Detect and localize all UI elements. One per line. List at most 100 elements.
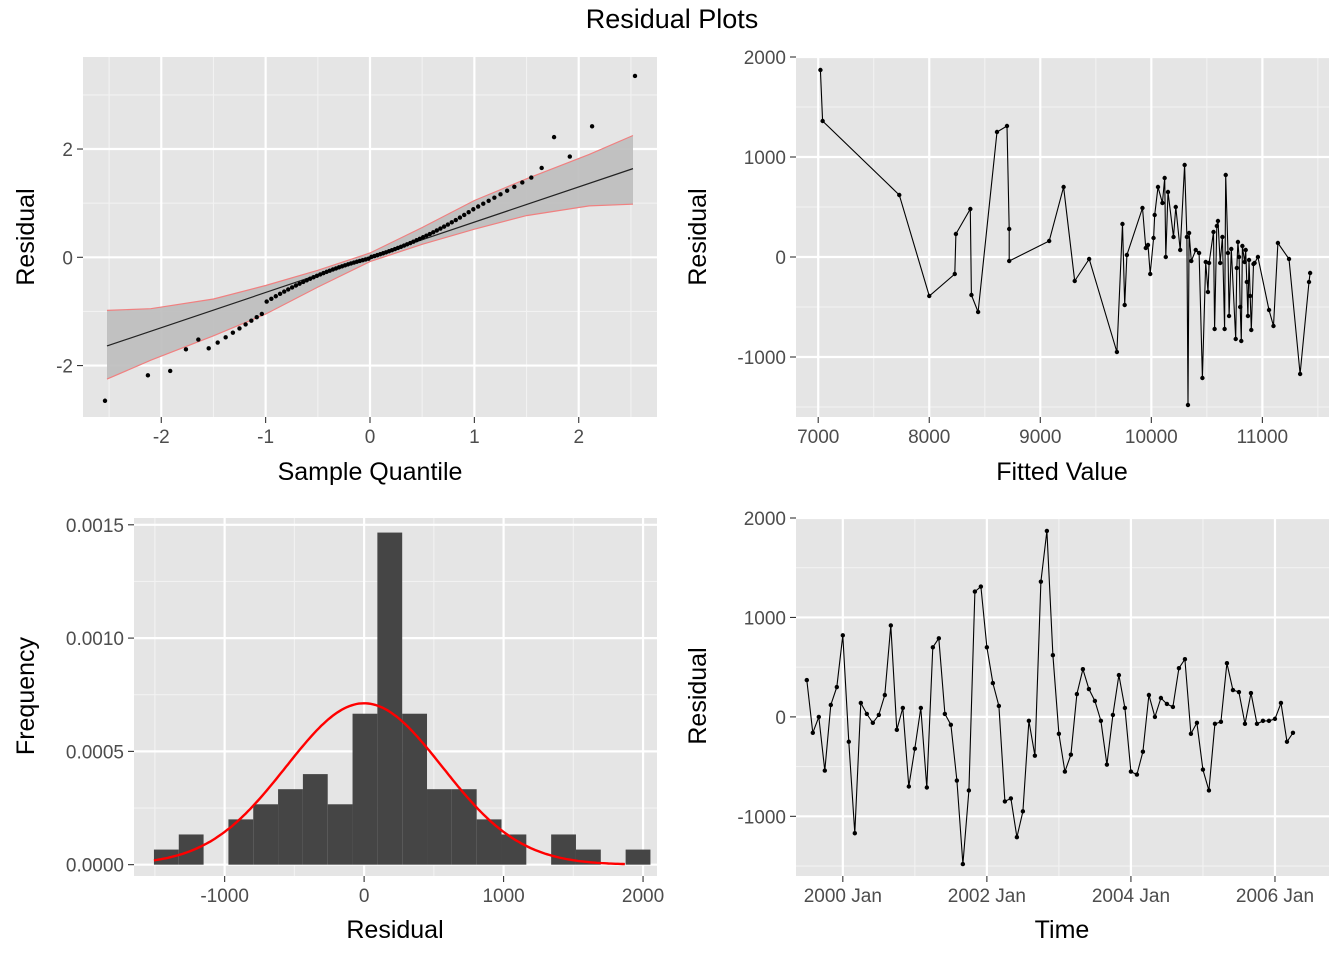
time-background <box>796 518 1329 876</box>
hist-xtick-label: -1000 <box>200 886 249 907</box>
time-point <box>1176 665 1182 671</box>
qq-point <box>223 335 228 340</box>
qq-point <box>277 291 283 297</box>
time-ylabel: Residual <box>684 647 712 744</box>
qq-point <box>167 368 173 374</box>
time-point <box>1170 704 1176 710</box>
hist-ytick-label: 0.0000 <box>66 856 124 877</box>
fitted-point <box>1234 265 1240 271</box>
time-point <box>1290 730 1296 735</box>
time-point <box>1002 799 1008 804</box>
time-point <box>906 784 912 789</box>
time-ytick-label: 2000 <box>744 509 786 530</box>
time-ytick-label: 1000 <box>744 608 786 629</box>
fitted-point <box>1243 247 1248 253</box>
hist-bar <box>327 804 353 865</box>
fitted-ytick-label: -1000 <box>737 348 786 369</box>
fitted-point <box>1061 184 1066 190</box>
fitted-point <box>1244 279 1250 285</box>
time-ytick-label: 0 <box>775 708 786 729</box>
time-point <box>888 623 894 628</box>
qq-ytick-label: 2 <box>62 140 73 161</box>
time-point <box>1122 705 1128 711</box>
time-point <box>966 788 972 793</box>
time-point <box>972 589 978 594</box>
fitted-point <box>994 129 1000 135</box>
fitted-point <box>953 231 959 237</box>
fitted-point <box>1225 250 1231 256</box>
time-point <box>978 584 984 589</box>
qq-point <box>486 198 491 203</box>
fitted-point <box>1151 235 1156 241</box>
fitted-point <box>1186 230 1192 236</box>
fitted-point <box>820 118 825 124</box>
fitted-point <box>1162 175 1167 181</box>
time-point <box>942 711 948 717</box>
fitted-point <box>969 292 974 298</box>
time-xtick-label: 2006 Jan <box>1236 886 1314 907</box>
qq-point <box>475 204 481 209</box>
time-xtick-label: 2002 Jan <box>948 886 1026 907</box>
fitted-ytick-label: 1000 <box>744 148 786 169</box>
fitted-point <box>1122 302 1127 308</box>
qq-point <box>196 337 201 342</box>
qq-point <box>589 124 595 129</box>
time-point <box>816 714 822 720</box>
fitted-xtick-label: 8000 <box>908 427 950 448</box>
time-point <box>1260 718 1266 724</box>
time-point <box>1206 788 1212 793</box>
qq-point <box>264 299 269 304</box>
qq-point <box>417 236 422 241</box>
fitted-point <box>1237 304 1243 310</box>
qq-point <box>254 315 259 320</box>
fitted-point <box>1007 226 1012 232</box>
time-point <box>960 861 966 867</box>
fitted-point <box>1046 238 1052 244</box>
qq-point <box>520 180 525 185</box>
hist-bar <box>427 789 452 865</box>
time-point <box>984 645 990 650</box>
time-point <box>1086 686 1092 692</box>
fitted-point <box>818 67 823 73</box>
time-point <box>900 705 906 711</box>
fitted-point <box>1155 184 1161 190</box>
qq-point <box>243 322 248 327</box>
time-point <box>1110 712 1116 718</box>
fitted-point <box>1148 271 1153 277</box>
fitted-point <box>927 293 932 299</box>
time-xtick-label: 2004 Jan <box>1092 886 1170 907</box>
fitted-point <box>1271 323 1276 329</box>
qq-point <box>145 373 151 378</box>
qq-xtick-label: 0 <box>365 427 376 448</box>
hist-xtick-label: 1000 <box>482 886 524 907</box>
qq-point <box>504 188 510 193</box>
fitted-point <box>1196 250 1202 256</box>
time-point <box>894 727 900 733</box>
qq-xtick-label: 1 <box>469 427 480 448</box>
fitted-point <box>1200 375 1205 381</box>
qq-point <box>311 275 316 280</box>
time-point <box>852 831 858 836</box>
time-point <box>1236 689 1242 695</box>
hist-bar <box>278 789 303 865</box>
qq-point <box>457 215 463 220</box>
time-point <box>1068 752 1074 757</box>
fitted-ytick-label: 2000 <box>744 48 786 69</box>
time-point <box>846 739 852 744</box>
fitted-point <box>1229 246 1234 252</box>
qq-point <box>434 228 439 233</box>
qq-point <box>453 217 458 223</box>
qq-point <box>471 207 476 212</box>
time-point <box>864 711 870 717</box>
time-point <box>1212 721 1218 727</box>
time-point <box>1074 691 1080 697</box>
qq-point <box>286 287 291 292</box>
qq-point <box>462 212 467 218</box>
qq-point <box>498 192 503 197</box>
fitted-point <box>968 206 973 212</box>
fitted-point <box>1307 270 1313 276</box>
qq-ytick-label: 0 <box>62 248 73 269</box>
qq-point <box>289 285 295 290</box>
fitted-point <box>1255 254 1261 260</box>
